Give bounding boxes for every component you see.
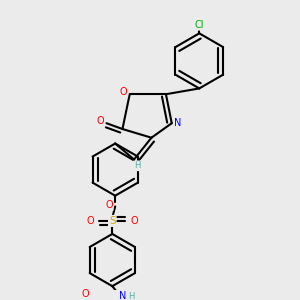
Text: N: N (119, 291, 126, 300)
Text: S: S (109, 216, 116, 226)
Text: O: O (119, 87, 127, 97)
Text: O: O (105, 200, 112, 210)
Text: H: H (128, 292, 134, 300)
Text: Cl: Cl (194, 20, 204, 30)
Text: O: O (130, 216, 138, 226)
Text: H: H (134, 161, 140, 170)
Text: O: O (96, 116, 104, 126)
Text: N: N (174, 118, 182, 128)
Text: O: O (82, 289, 89, 299)
Text: O: O (87, 216, 94, 226)
